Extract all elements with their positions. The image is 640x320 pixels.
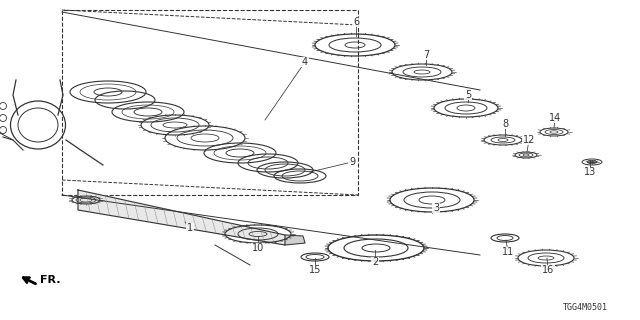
Polygon shape xyxy=(78,190,285,245)
Text: 11: 11 xyxy=(502,247,514,257)
Text: 5: 5 xyxy=(465,90,471,100)
Text: TGG4M0501: TGG4M0501 xyxy=(563,303,608,312)
Text: 2: 2 xyxy=(372,257,378,267)
Polygon shape xyxy=(285,235,305,245)
Text: 6: 6 xyxy=(353,17,359,27)
Text: 1: 1 xyxy=(187,223,193,233)
Text: 15: 15 xyxy=(309,265,321,275)
Text: 10: 10 xyxy=(252,243,264,253)
Text: 14: 14 xyxy=(549,113,561,123)
Text: 16: 16 xyxy=(542,265,554,275)
Text: 8: 8 xyxy=(502,119,508,129)
Text: 9: 9 xyxy=(349,157,355,167)
Text: 3: 3 xyxy=(433,203,439,213)
Text: 12: 12 xyxy=(523,135,535,145)
Text: 7: 7 xyxy=(423,50,429,60)
Text: FR.: FR. xyxy=(40,275,61,285)
Text: 4: 4 xyxy=(302,57,308,67)
Text: 13: 13 xyxy=(584,167,596,177)
